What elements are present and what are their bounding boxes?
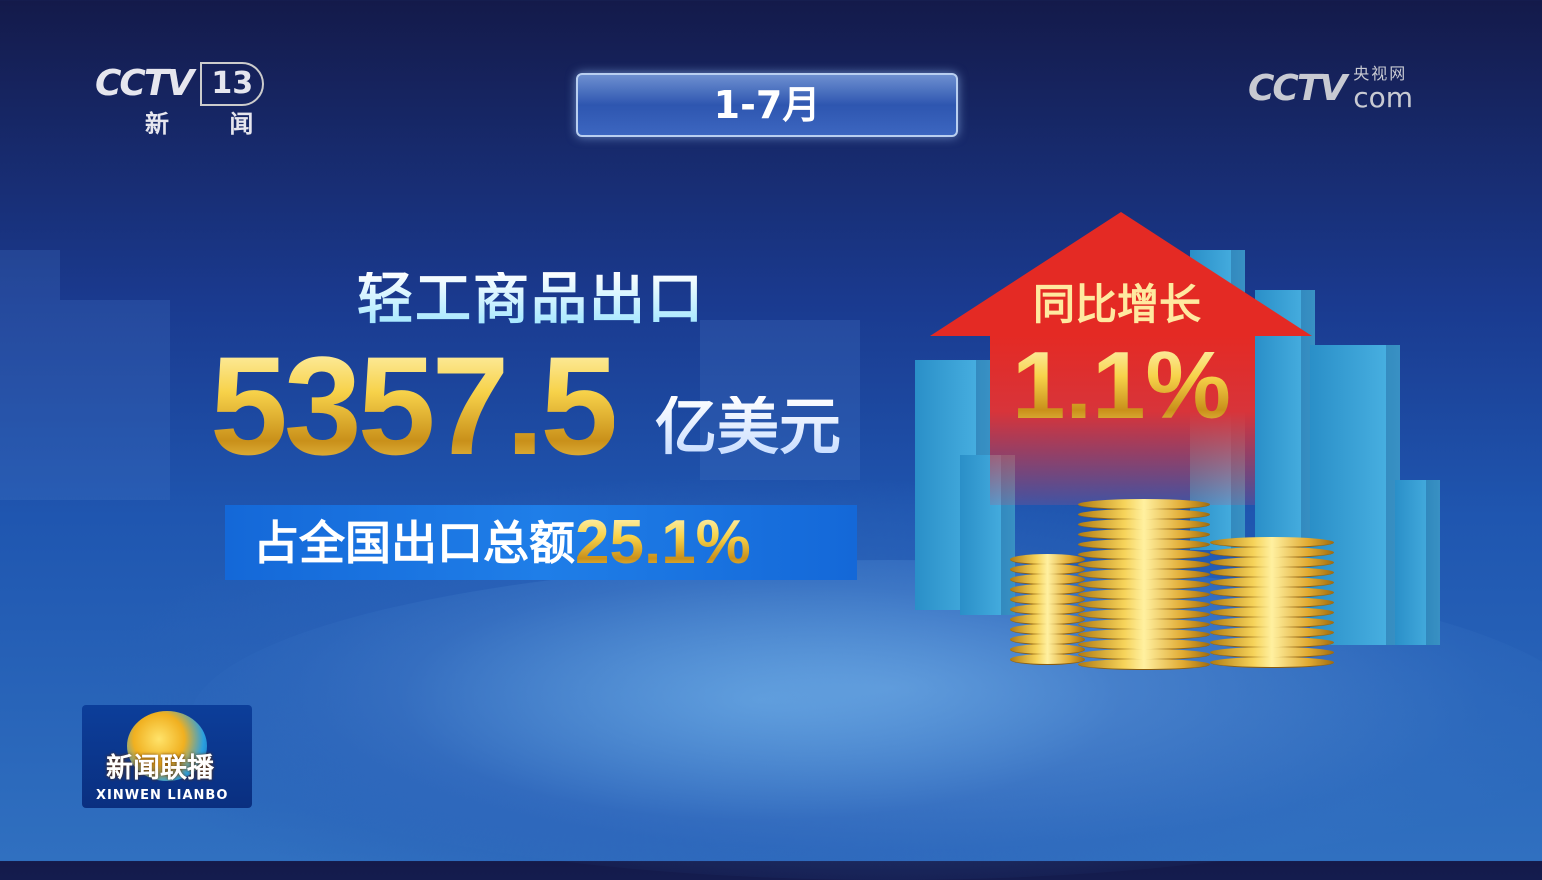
coin-stack [1210, 537, 1334, 668]
share-value: 25.1% [575, 507, 751, 577]
globe-icon [127, 711, 207, 781]
arrow-shaft [990, 335, 1255, 505]
program-name-cn: 新闻联播 [106, 753, 214, 784]
headline: 轻工商品出口 [357, 267, 705, 332]
coin-stack [1078, 499, 1210, 670]
period-label: 1-7月 [576, 73, 958, 137]
coin [1078, 659, 1210, 670]
cctv-wordmark: CCTV [1248, 68, 1347, 109]
coin [1010, 654, 1085, 665]
program-name-en: XINWEN LIANBO [96, 788, 229, 803]
coin [1210, 657, 1334, 668]
city-silhouette [0, 250, 60, 500]
share-label: 占全国出口总额 [253, 515, 575, 570]
growth-label: 同比增长 [1033, 280, 1202, 329]
arrow-up-icon [930, 212, 1312, 336]
cctv-com-logo: CCTV 央视网 com [1248, 66, 1413, 112]
bar-graphic [1395, 480, 1440, 645]
city-silhouette [60, 300, 170, 500]
share-banner: 占全国出口总额 25.1% [225, 505, 857, 580]
channel-number: 13 [200, 62, 265, 106]
channel-name: 新 闻 [145, 110, 280, 138]
amount-unit: 亿美元 [655, 390, 842, 463]
growth-value: 1.1% [1012, 332, 1231, 439]
city-silhouette [700, 320, 860, 480]
cctv13-logo-row: CCTV 13 [95, 62, 279, 106]
site-name: 央视网 com [1353, 64, 1414, 114]
cctv-wordmark: CCTV [95, 63, 194, 104]
xinwen-lianbo-logo: 新闻联播 XINWEN LIANBO [82, 705, 252, 808]
export-amount: 5357.5 [210, 327, 618, 484]
coin-stack [1010, 554, 1085, 665]
cctv13-logo: CCTV 13 新 闻 [95, 62, 279, 136]
